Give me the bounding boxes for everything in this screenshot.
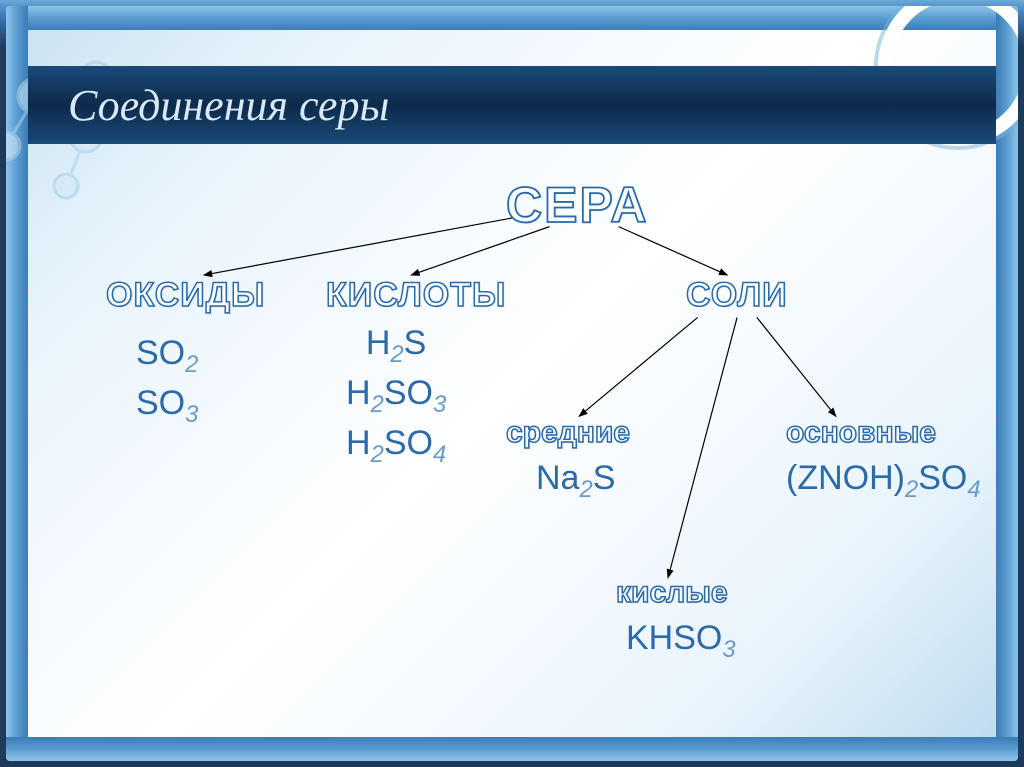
subcategory-label: основные — [786, 416, 936, 449]
category-label: КИСЛОТЫ — [326, 276, 506, 314]
subcategory-label: кислые — [616, 576, 728, 609]
category-oxides: ОКСИДЫ — [106, 276, 265, 315]
category-label: ОКСИДЫ — [106, 276, 265, 314]
formula-basic: (ZNOH)2SO4 — [786, 456, 981, 506]
category-label: СОЛИ — [686, 276, 788, 314]
title-bar: Соединения серы — [28, 66, 996, 144]
subcategory-label: средние — [506, 416, 630, 449]
slide-inner-frame: Соединения серы СЕРА ОКСИДЫ КИСЛОТЫ СОЛИ с… — [6, 6, 1018, 761]
subcategory-acidic: кислые — [616, 576, 728, 610]
frame-border-bottom — [6, 737, 1018, 761]
slide-outer-frame: Соединения серы СЕРА ОКСИДЫ КИСЛОТЫ СОЛИ с… — [0, 0, 1024, 767]
category-salts: СОЛИ — [686, 276, 788, 315]
frame-border-top — [6, 6, 1018, 30]
tree-root: СЕРА — [506, 176, 649, 234]
subcategory-basic: основные — [786, 416, 936, 450]
root-label: СЕРА — [506, 177, 649, 233]
formula-acids: H2SH2SO3H2SO4 — [346, 321, 446, 471]
formula-medium: Na2S — [536, 456, 615, 506]
formula-oxides: SO2SO3 — [136, 331, 198, 431]
formula-acidic: KHSO3 — [626, 616, 736, 666]
diagram-content: СЕРА ОКСИДЫ КИСЛОТЫ СОЛИ средние основные ки… — [46, 156, 978, 721]
slide-title: Соединения серы — [68, 80, 389, 131]
category-acids: КИСЛОТЫ — [326, 276, 506, 315]
subcategory-medium: средние — [506, 416, 630, 450]
